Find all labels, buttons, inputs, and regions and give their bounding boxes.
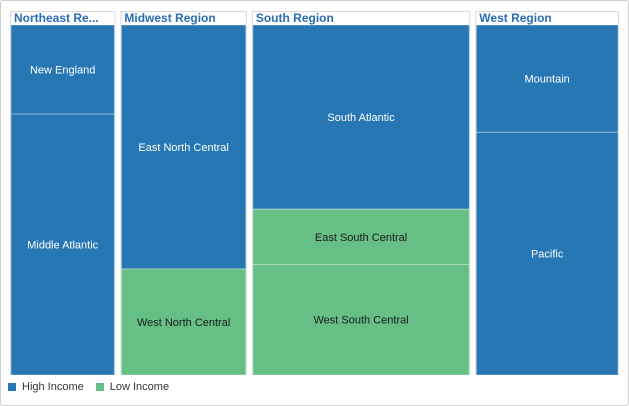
cell-west-south-central[interactable] xyxy=(252,263,470,376)
region-title-midwest-region: Midwest Region xyxy=(124,11,215,25)
legend-label-high-income: High Income xyxy=(22,381,84,393)
region-title-west-region: West Region xyxy=(479,11,551,25)
treemap-chart: Northeast Re... New England Middle Atlanti… xyxy=(10,11,619,376)
cell-south-atlantic[interactable] xyxy=(252,24,470,210)
cell-pacific[interactable] xyxy=(475,131,619,376)
legend-label-low-income: Low Income xyxy=(109,381,170,393)
cell-label-west-south-central: West South Central xyxy=(313,315,408,327)
cell-label-west-north-central: West North Central xyxy=(137,317,230,329)
cell-label-pacific: Pacific xyxy=(531,249,564,261)
cell-new-england[interactable] xyxy=(10,24,115,115)
cell-east-north-central[interactable] xyxy=(120,24,247,270)
legend-swatch-high-income xyxy=(8,383,16,391)
cell-label-middle-atlantic: Middle Atlantic xyxy=(27,240,98,252)
region-midwest-region: Midwest Region East North Central West Nor… xyxy=(120,11,247,376)
cell-label-east-south-central: East South Central xyxy=(315,232,407,244)
cell-east-south-central[interactable] xyxy=(252,208,470,265)
region-northeast-region: Northeast Re... New England Middle Atlanti… xyxy=(10,11,116,376)
cell-label-mountain: Mountain xyxy=(525,74,570,86)
region-west-region: West Region Mountain Pacific xyxy=(475,11,619,376)
cell-west-north-central[interactable] xyxy=(120,268,247,376)
region-title-south-region: South Region xyxy=(256,11,334,25)
legend: High Income Low Income xyxy=(8,381,181,393)
cell-label-new-england: New England xyxy=(30,65,95,77)
cell-middle-atlantic[interactable] xyxy=(10,113,115,376)
cell-label-east-north-central: East North Central xyxy=(138,142,228,154)
cell-mountain[interactable] xyxy=(475,24,619,133)
region-title-northeast-region: Northeast Re... xyxy=(14,11,99,25)
region-south-region: South Region South Atlantic East South Cen… xyxy=(251,11,471,376)
legend-swatch-low-income xyxy=(95,383,104,391)
legend-item-low-income[interactable]: Low Income xyxy=(95,381,170,393)
legend-item-high-income[interactable]: High Income xyxy=(8,381,84,393)
cell-label-south-atlantic: South Atlantic xyxy=(327,112,395,124)
